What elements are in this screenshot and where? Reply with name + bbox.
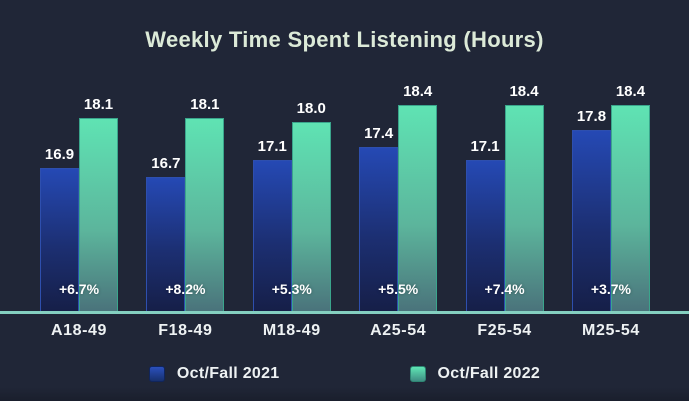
value-label-2021-M25-54: 17.8 <box>576 108 607 125</box>
change-label-F18-49: +8.2% <box>165 281 206 297</box>
bar-column-2021: 17.1 <box>252 138 292 311</box>
bar-column-2021: 17.4 <box>359 125 399 311</box>
bar-2021-F25-54 <box>465 160 505 311</box>
legend-item-2021: Oct/Fall 2021 <box>148 365 280 383</box>
bar-group-A18-49: 16.9 18.1 +6.7% A18-49 <box>40 96 118 339</box>
change-label-F25-54: +7.4% <box>484 281 525 297</box>
bar-column-2021: 16.7 <box>146 155 186 311</box>
bar-column-2021: 17.1 <box>465 138 505 311</box>
bar-column-2022: 18.1 <box>185 96 225 311</box>
legend: Oct/Fall 2021 Oct/Fall 2022 <box>0 365 689 383</box>
bar-2022-F18-49 <box>185 118 225 311</box>
value-label-2021-A25-54: 17.4 <box>364 125 394 142</box>
bar-group-A25-54: 17.4 18.4 +5.5% A25-54 <box>359 83 438 339</box>
change-label-M18-49: +5.3% <box>271 281 312 297</box>
change-label-A18-49: +6.7% <box>58 281 100 297</box>
bar-2022-A18-49 <box>79 118 118 311</box>
bar-2021-A25-54 <box>359 147 399 311</box>
value-label-2022-A18-49: 18.1 <box>83 96 114 113</box>
bar-column-2022: 18.4 <box>610 83 650 311</box>
value-label-2022-M25-54: 18.4 <box>615 83 646 100</box>
bar-column-2021: 16.9 <box>40 146 79 311</box>
value-label-2021-A18-49: 16.9 <box>44 146 75 163</box>
value-label-2022-F18-49: 18.1 <box>190 96 220 113</box>
value-label-2022-F25-54: 18.4 <box>509 83 539 100</box>
value-label-2022-M18-49: 18.0 <box>296 100 326 117</box>
category-label-A25-54: A25-54 <box>370 322 427 339</box>
bar-2021-M25-54 <box>571 130 611 311</box>
bar-2021-M18-49 <box>252 160 292 311</box>
bar-column-2022: 18.4 <box>398 83 438 311</box>
category-label-F25-54: F25-54 <box>477 322 532 339</box>
category-label-M25-54: M25-54 <box>582 322 640 339</box>
bar-group-M18-49: 17.1 18.0 +5.3% M18-49 <box>252 100 331 339</box>
value-label-2021-M18-49: 17.1 <box>257 138 287 155</box>
bar-column-2022: 18.4 <box>504 83 544 311</box>
change-label-M25-54: +3.7% <box>590 281 631 297</box>
bar-group-F18-49: 16.7 18.1 +8.2% F18-49 <box>146 96 225 339</box>
legend-label-2021: Oct/Fall 2021 <box>176 365 280 382</box>
bar-column-2022: 18.0 <box>291 100 331 311</box>
category-label-A18-49: A18-49 <box>50 322 108 339</box>
bar-2022-M25-54 <box>610 105 650 311</box>
legend-label-2022: Oct/Fall 2022 <box>437 365 541 382</box>
legend-swatch-2022-icon <box>409 366 426 382</box>
value-label-2021-F18-49: 16.7 <box>151 155 181 172</box>
value-label-2021-F25-54: 17.1 <box>470 138 500 155</box>
bar-group-M25-54: 17.8 18.4 +3.7% M25-54 <box>571 83 650 339</box>
value-label-2022-A25-54: 18.4 <box>403 83 433 100</box>
x-axis-line <box>0 311 689 314</box>
plot-area: 16.9 18.1 +6.7% A18-49 16.7 18.1 +8.2% F18-49 17… <box>40 83 650 339</box>
bar-2022-M18-49 <box>291 122 331 311</box>
bottom-fade <box>0 387 689 401</box>
legend-swatch-2021-icon <box>148 366 165 382</box>
bar-group-F25-54: 17.1 18.4 +7.4% F25-54 <box>465 83 544 339</box>
bar-2021-A18-49 <box>40 168 79 311</box>
chart-title: Weekly Time Spent Listening (Hours) <box>145 27 544 52</box>
legend-item-2022: Oct/Fall 2022 <box>409 365 541 383</box>
bar-column-2022: 18.1 <box>79 96 118 311</box>
change-label-A25-54: +5.5% <box>378 281 419 297</box>
bar-2022-A25-54 <box>398 105 438 311</box>
category-label-F18-49: F18-49 <box>158 322 213 339</box>
category-label-M18-49: M18-49 <box>262 322 321 339</box>
bar-column-2021: 17.8 <box>571 108 611 311</box>
bar-2022-F25-54 <box>504 105 544 311</box>
bar-2021-F18-49 <box>146 177 186 311</box>
